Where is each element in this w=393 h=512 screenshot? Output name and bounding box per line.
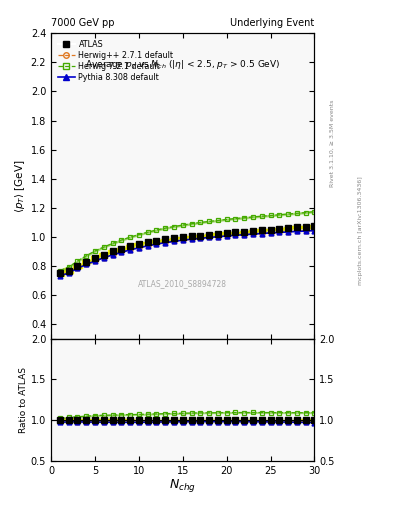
- Y-axis label: Ratio to ATLAS: Ratio to ATLAS: [19, 367, 28, 433]
- Text: ATLAS_2010_S8894728: ATLAS_2010_S8894728: [138, 279, 227, 288]
- Text: Average $p_T$ vs $N_{ch}$ ($|\eta|$ < 2.5, $p_T$ > 0.5 GeV): Average $p_T$ vs $N_{ch}$ ($|\eta|$ < 2.…: [85, 58, 281, 71]
- Text: Rivet 3.1.10, ≥ 3.5M events: Rivet 3.1.10, ≥ 3.5M events: [330, 100, 335, 187]
- X-axis label: $N_{chg}$: $N_{chg}$: [169, 477, 196, 494]
- Legend: ATLAS, Herwig++ 2.7.1 default, Herwig 7.2.1 default, Pythia 8.308 default: ATLAS, Herwig++ 2.7.1 default, Herwig 7.…: [55, 37, 176, 84]
- Text: mcplots.cern.ch [arXiv:1306.3436]: mcplots.cern.ch [arXiv:1306.3436]: [358, 176, 363, 285]
- Y-axis label: $\langle p_T \rangle$ [GeV]: $\langle p_T \rangle$ [GeV]: [13, 159, 27, 212]
- Text: Underlying Event: Underlying Event: [230, 18, 314, 28]
- Text: 7000 GeV pp: 7000 GeV pp: [51, 18, 115, 28]
